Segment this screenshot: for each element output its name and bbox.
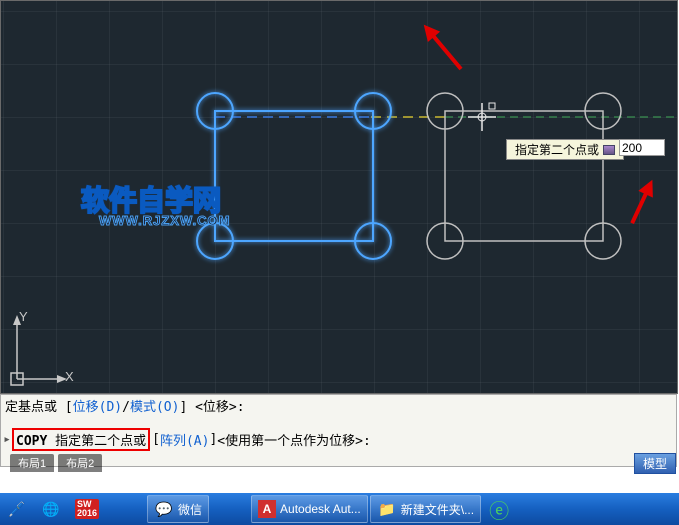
taskbar-globe[interactable]: 🌐: [35, 495, 67, 523]
drawing-canvas[interactable]: Y X 指定第二个点或 软件自学网 WWW.RJZXW.COM: [0, 0, 678, 394]
taskbar-autocad[interactable]: AAutodesk Aut...: [251, 495, 368, 523]
pen-icon: 🖊️: [7, 499, 27, 519]
dropdown-icon: [603, 145, 615, 155]
layout-tabs: 布局1 布局2: [10, 454, 102, 472]
ucs-y-label: Y: [19, 309, 28, 324]
command-input-row[interactable]: ▸ COPY 指定第二个点或 [阵列(A)] <使用第一个点作为位移>:: [2, 428, 675, 451]
sw-icon: SW2016: [75, 499, 99, 519]
taskbar-ie[interactable]: ⓔ: [483, 495, 515, 523]
layout-tab-2[interactable]: 布局2: [58, 454, 102, 472]
prompt-arrow-icon: ▸: [2, 432, 12, 447]
folder-icon: 📁: [377, 499, 397, 519]
model-space-badge[interactable]: 模型: [634, 453, 676, 474]
watermark-url: WWW.RJZXW.COM: [99, 213, 230, 228]
distance-input[interactable]: [619, 139, 665, 156]
wechat-icon: 💬: [154, 499, 174, 519]
globe-icon: 🌐: [41, 499, 61, 519]
ucs-x-label: X: [65, 369, 74, 384]
copy-command-highlight: COPY 指定第二个点或: [12, 428, 150, 451]
command-history-line1: 定基点或 [位移(D)/模式(O)] <位移>:: [1, 395, 676, 416]
layout-tab-1[interactable]: 布局1: [10, 454, 54, 472]
tooltip-text: 指定第二个点或: [515, 141, 599, 158]
taskbar-pen[interactable]: 🖊️: [1, 495, 33, 523]
taskbar-solidworks[interactable]: SW2016: [69, 495, 105, 523]
dynamic-prompt-tooltip: 指定第二个点或: [506, 139, 624, 160]
windows-taskbar: 🖊️ 🌐 SW2016 💬微信 AAutodesk Aut... 📁新建文件夹\…: [0, 493, 679, 525]
autocad-icon: A: [258, 500, 276, 518]
ie-icon: ⓔ: [489, 499, 509, 519]
taskbar-explorer[interactable]: 📁新建文件夹\...: [370, 495, 481, 523]
taskbar-wechat[interactable]: 💬微信: [147, 495, 209, 523]
